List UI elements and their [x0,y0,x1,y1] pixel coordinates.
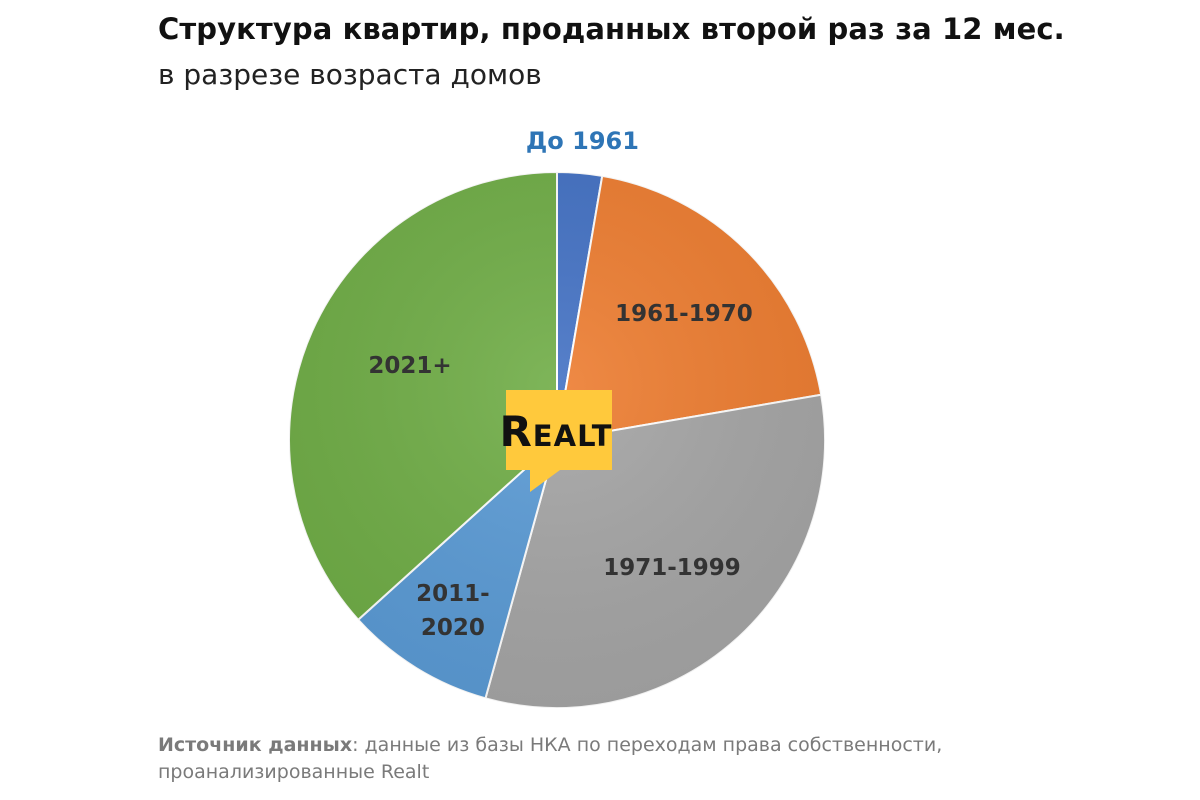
chart-title: Структура квартир, проданных второй раз … [158,12,1065,46]
chart-subtitle: в разрезе возраста домов [158,58,542,91]
source-text-line1: : данные из базы НКА по переходам права … [352,734,943,756]
pie-labels: До 1961 1961-1970 1971-1999 2011-2020 2021+ [368,127,752,641]
pie-label-2: 1961-1970 [615,301,753,327]
pie-label-1: До 1961 [526,127,639,155]
pie-label-4: 2011-2020 [416,581,490,641]
pie-label-5: 2021+ [368,353,451,379]
source-note: Источник данных: данные из базы НКА по п… [158,732,1158,786]
pie-label-3: 1971-1999 [603,555,741,581]
logo-wordmark: Realt [499,407,612,456]
source-label: Источник данных [158,734,353,756]
logo-badge-shape [506,390,612,492]
source-text-line2: проанализированные Realt [158,761,430,783]
realt-logo: Realt [499,390,612,492]
